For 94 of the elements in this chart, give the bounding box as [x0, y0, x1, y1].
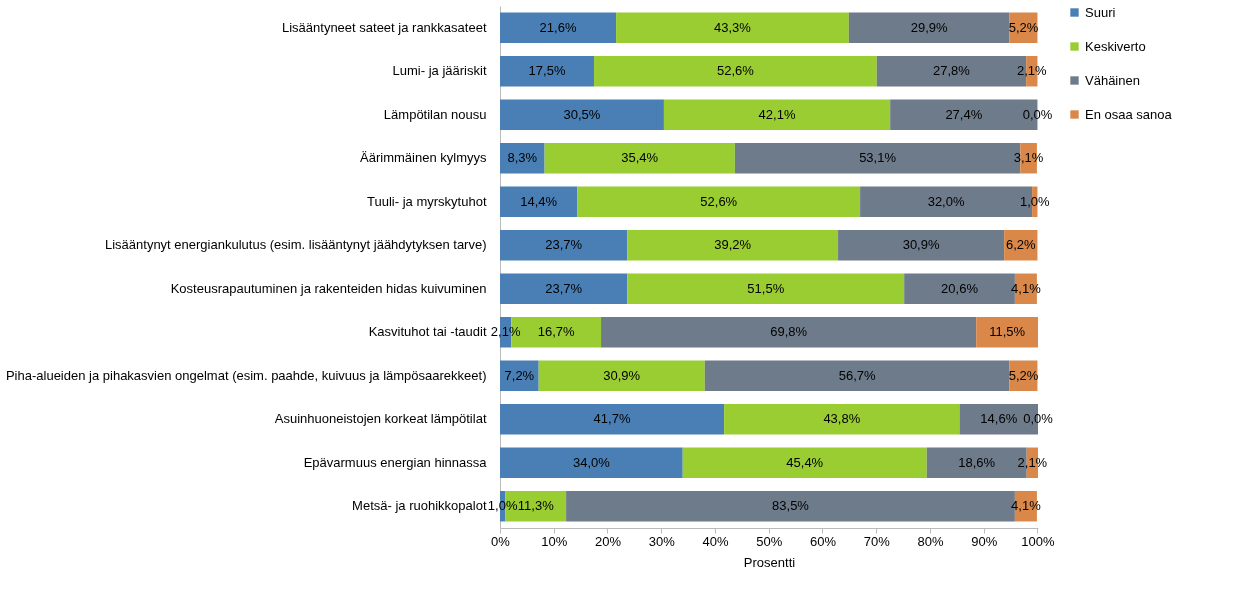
data-label: 17,5%	[528, 63, 566, 79]
bar	[594, 56, 877, 87]
data-label: 1,0%	[1019, 193, 1051, 209]
data-label: 52,6%	[716, 63, 755, 79]
data-label: 29,9%	[910, 19, 949, 35]
data-label: 42,1%	[758, 106, 796, 122]
legend-label: Suuri	[1085, 4, 1116, 20]
bar	[601, 317, 977, 348]
data-label: 7,2%	[504, 367, 535, 383]
y-tick-label: Kasvituhot tai -taudit	[368, 324, 487, 340]
x-tick-label: 90%	[971, 533, 998, 549]
x-tick-label: 70%	[863, 533, 891, 549]
data-label: 5,2%	[1008, 19, 1039, 35]
bar	[500, 56, 595, 87]
bar	[577, 186, 861, 217]
data-label: 5,2%	[1008, 367, 1039, 383]
data-label: 34,0%	[572, 454, 611, 470]
bar	[500, 447, 683, 478]
y-tick-label: Epävarmuus energian hinnassa	[303, 454, 488, 470]
data-label: 14,6%	[980, 411, 1018, 427]
y-tick-label: Lumi- ja jääriskit	[392, 63, 487, 79]
data-label: 27,4%	[945, 106, 983, 122]
data-label: 30,9%	[902, 237, 940, 253]
data-label: 2,1%	[1017, 454, 1048, 470]
y-tick-label: Tuuli- ja myrskytuhot	[367, 193, 487, 209]
bar	[627, 230, 839, 261]
data-label: 45,4%	[786, 454, 824, 470]
bar	[976, 317, 1038, 348]
data-label: 11,3%	[517, 498, 555, 514]
bar	[500, 186, 578, 217]
bar	[627, 273, 905, 304]
bar	[663, 99, 891, 130]
x-tick-label: 60%	[809, 533, 837, 549]
data-label: 43,8%	[823, 411, 861, 427]
bar	[838, 230, 1005, 261]
data-label: 41,7%	[593, 411, 631, 427]
x-tick-label: 40%	[702, 533, 729, 549]
x-tick-label: 30%	[648, 533, 676, 549]
data-label: 30,5%	[563, 106, 601, 122]
bar	[500, 273, 628, 304]
y-tick-label: Lisääntynyt energiankulutus (esim. lisääntynyt jäähdytyksen tarve)	[104, 237, 487, 253]
x-tick-label: 10%	[541, 533, 568, 549]
y-tick-label: Metsä- ja ruohikkopalot	[352, 498, 487, 514]
bar	[616, 12, 849, 43]
bar	[704, 360, 1010, 391]
data-label: 14,4%	[520, 193, 558, 209]
bar	[500, 230, 628, 261]
data-label: 51,5%	[747, 280, 785, 296]
y-tick-label: Lisääntyneet sateet ja rankkasateet	[281, 19, 487, 35]
data-label: 18,6%	[958, 454, 996, 470]
bar	[500, 99, 664, 130]
data-label: 53,1%	[859, 150, 897, 166]
data-label: 23,7%	[545, 237, 583, 253]
x-tick-label: 50%	[756, 533, 783, 549]
data-label: 23,7%	[545, 280, 583, 296]
data-label: 8,3%	[507, 150, 538, 166]
y-tick-label: Asuinhuoneistojen korkeat lämpötilat	[274, 411, 487, 427]
y-tick-label: Lämpötilan nousu	[383, 106, 487, 122]
x-tick-label: 0%	[491, 533, 511, 549]
x-axis-title: Prosentti	[743, 554, 796, 570]
data-label: 20,6%	[941, 280, 979, 296]
data-label: 43,3%	[714, 19, 752, 35]
data-label: 21,6%	[539, 19, 577, 35]
bar	[848, 12, 1010, 43]
bar	[724, 404, 960, 435]
y-tick-label: Äärimmäinen kylmyys	[360, 150, 487, 166]
data-label: 16,7%	[537, 324, 576, 340]
x-tick-label: 80%	[917, 533, 944, 549]
data-label: 2,1%	[1017, 63, 1048, 79]
data-label: 6,2%	[1005, 237, 1037, 253]
x-tick-label: 20%	[594, 533, 622, 549]
bar	[538, 360, 705, 391]
legend-label: Keskiverto	[1085, 38, 1146, 54]
data-label: 0,0%	[1023, 411, 1054, 427]
x-tick-label: 100%	[1021, 533, 1056, 549]
data-label: 0,0%	[1022, 106, 1053, 122]
data-label: 27,8%	[933, 63, 971, 79]
data-label: 30,9%	[603, 367, 641, 383]
legend-label: En osaa sanoa	[1085, 106, 1173, 122]
data-label: 56,7%	[838, 367, 877, 383]
data-label: 52,6%	[700, 193, 738, 209]
data-label: 39,2%	[714, 237, 752, 253]
data-label: 35,4%	[621, 150, 659, 166]
y-tick-label: Piha-alueiden ja pihakasvien ongelmat (esim. paahde, kuivuus ja lämpösaarekkeet)	[5, 367, 487, 383]
bar	[500, 404, 725, 435]
bar	[544, 143, 735, 174]
y-tick-label: Kosteusrapautuminen ja rakenteiden hidas kuivuminen	[170, 280, 487, 296]
data-label: 32,0%	[927, 193, 965, 209]
data-label: 11,5%	[989, 324, 1026, 340]
legend-label: Vähäinen	[1085, 72, 1140, 88]
bar	[682, 447, 927, 478]
data-label: 83,5%	[772, 498, 810, 514]
data-label: 69,8%	[770, 324, 808, 340]
bar	[500, 12, 617, 43]
